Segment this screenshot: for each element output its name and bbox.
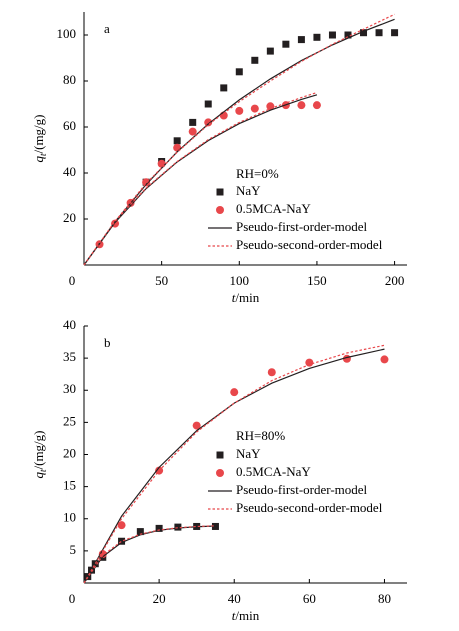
data-point	[157, 159, 166, 168]
x-tick-label: 20	[153, 591, 166, 606]
x-label-symbol: t	[232, 290, 236, 305]
data-point	[312, 101, 321, 110]
data-point	[136, 528, 144, 536]
panel-label: b	[104, 335, 111, 350]
legend-label: 0.5MCA-NaY	[236, 201, 311, 216]
fit-line	[83, 525, 216, 584]
data-point	[391, 29, 399, 37]
fit-line	[83, 344, 385, 584]
data-point	[251, 56, 259, 64]
data-point	[204, 118, 213, 127]
x-tick-label: 0	[69, 273, 76, 288]
x-label-unit: /min	[235, 290, 259, 305]
annotation: RH=0%	[236, 166, 279, 181]
data-point	[313, 33, 321, 41]
y-label-symbol: q	[31, 472, 46, 479]
data-point	[305, 358, 314, 367]
y-tick-label: 25	[63, 413, 76, 428]
fit-line	[83, 91, 318, 266]
y-tick-label: 30	[63, 381, 76, 396]
y-tick-label: 60	[63, 118, 76, 133]
legend-label: Pseudo-second-order-model	[236, 500, 383, 515]
x-label-unit: /min	[235, 608, 259, 623]
data-point	[297, 36, 305, 44]
x-tick-label: 0	[69, 591, 76, 606]
y-label-symbol: q	[31, 156, 46, 163]
y-axis-label: qt/(mg/g)	[31, 114, 48, 162]
x-tick-label: 40	[228, 591, 241, 606]
legend-marker	[216, 469, 224, 477]
y-tick-label: 20	[63, 210, 76, 225]
legend-marker	[216, 188, 224, 196]
y-tick-label: 5	[70, 542, 77, 557]
data-point	[266, 47, 274, 55]
x-tick-label: 100	[230, 273, 250, 288]
data-point	[235, 106, 244, 115]
data-point	[204, 100, 212, 108]
data-point	[230, 388, 239, 397]
y-tick-label: 40	[63, 317, 76, 332]
annotation: RH=80%	[236, 428, 285, 443]
y-tick-label: 20	[63, 445, 76, 460]
data-point	[188, 127, 197, 136]
data-point	[282, 40, 290, 48]
data-point	[360, 29, 368, 37]
legend-label: Pseudo-first-order-model	[236, 219, 368, 234]
data-point	[118, 537, 126, 545]
y-tick-label: 40	[63, 164, 76, 179]
y-label-subscript: t	[38, 153, 48, 156]
data-point	[174, 523, 182, 531]
y-tick-label: 15	[63, 478, 76, 493]
x-label-symbol: t	[232, 608, 236, 623]
data-point	[142, 178, 151, 187]
data-point	[173, 137, 181, 145]
y-tick-label: 10	[63, 510, 76, 525]
legend-marker	[216, 206, 224, 214]
data-point	[297, 101, 306, 110]
y-label-unit: /(mg/g)	[31, 114, 46, 153]
x-tick-label: 60	[303, 591, 316, 606]
data-point	[328, 31, 336, 39]
fit-line	[83, 13, 395, 266]
data-point	[344, 31, 352, 39]
x-tick-label: 200	[385, 273, 405, 288]
data-point	[155, 524, 163, 532]
data-point	[380, 355, 389, 364]
fit-line	[83, 348, 385, 584]
y-label-unit: /(mg/g)	[31, 430, 46, 469]
x-axis-label: t/min	[232, 290, 260, 305]
data-point	[220, 84, 228, 92]
x-tick-label: 150	[307, 273, 327, 288]
y-label-subscript: t	[38, 469, 48, 472]
legend-marker	[216, 451, 224, 459]
data-point	[267, 368, 276, 377]
x-axis-label: t/min	[232, 608, 260, 623]
data-point	[375, 29, 383, 37]
panel-label: a	[104, 21, 110, 36]
data-point	[235, 68, 243, 76]
legend-label: Pseudo-first-order-model	[236, 482, 368, 497]
data-point	[192, 421, 201, 430]
y-tick-label: 35	[63, 349, 76, 364]
x-tick-label: 80	[378, 591, 391, 606]
legend-label: NaY	[236, 183, 261, 198]
data-point	[250, 104, 259, 113]
legend-label: NaY	[236, 446, 261, 461]
legend-label: 0.5MCA-NaY	[236, 464, 311, 479]
y-tick-label: 80	[63, 72, 76, 87]
fit-line	[83, 94, 318, 266]
x-tick-label: 50	[155, 273, 168, 288]
y-tick-label: 100	[57, 26, 77, 41]
legend-label: Pseudo-second-order-model	[236, 237, 383, 252]
data-point	[189, 118, 197, 126]
y-axis-label: qt/(mg/g)	[31, 430, 48, 478]
